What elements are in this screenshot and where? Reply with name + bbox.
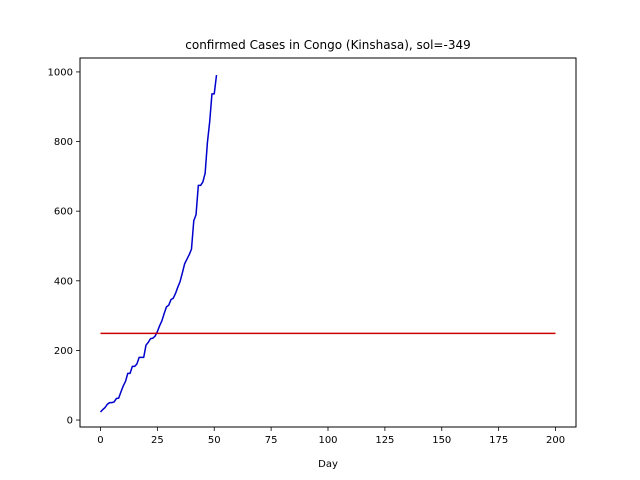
y-tick-label: 1000 — [48, 67, 73, 78]
y-tick-label: 600 — [54, 207, 73, 218]
y-tick-label: 800 — [54, 137, 73, 148]
x-tick-label: 75 — [265, 435, 278, 446]
y-tick-label: 400 — [54, 276, 73, 287]
x-tick-label: 125 — [375, 435, 394, 446]
x-tick-label: 0 — [97, 435, 103, 446]
y-axis-ticks: 0 200 400 600 800 1000 — [48, 67, 80, 427]
plot-area-frame — [79, 57, 577, 428]
y-tick-label: 0 — [67, 416, 73, 427]
x-tick-label: 150 — [432, 435, 451, 446]
series-line-0 — [99, 74, 218, 413]
x-tick-label: 25 — [151, 435, 164, 446]
y-tick-label: 200 — [54, 346, 73, 357]
x-axis-label: Day — [318, 459, 338, 470]
chart-title: confirmed Cases in Congo (Kinshasa), sol… — [185, 38, 470, 52]
x-axis-ticks: 0 25 50 75 100 125 150 175 200 — [97, 427, 565, 446]
x-tick-label: 50 — [208, 435, 221, 446]
x-tick-label: 100 — [318, 435, 337, 446]
x-tick-label: 175 — [489, 435, 508, 446]
plot-lines — [99, 74, 556, 413]
x-tick-label: 200 — [546, 435, 565, 446]
